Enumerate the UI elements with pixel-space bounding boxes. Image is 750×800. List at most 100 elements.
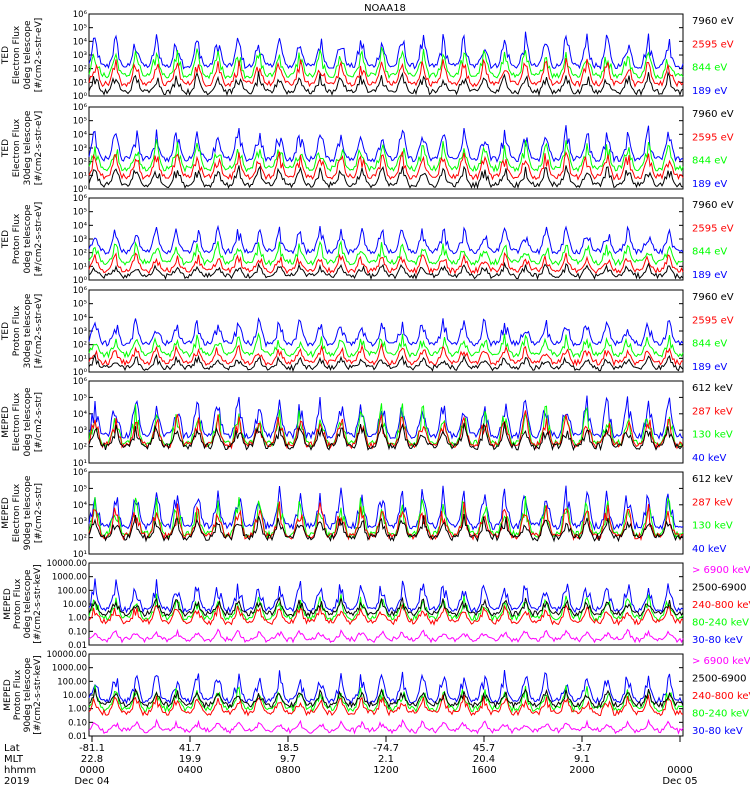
legend-entry: 189 eV: [692, 179, 727, 190]
series-line-189-ev: [88, 31, 684, 70]
panel-meped-p-0: 0.01 0.10 1.00 10.00 100.00 1000.00 10000.00 ME…: [3, 559, 750, 651]
y-axis-label: Electron Flux: [12, 118, 22, 177]
series-line-240-800-kev: [88, 694, 684, 717]
legend-entry: 40 keV: [692, 544, 726, 555]
y-tick-label: 10⁰: [73, 185, 88, 195]
legend-entry: 2595 eV: [692, 39, 734, 50]
legend-entry: 80-240 keV: [692, 618, 749, 629]
y-tick-label: 10³: [73, 51, 87, 61]
y-axis-label: MEPED: [3, 588, 13, 620]
legend-entry: 844 eV: [692, 156, 727, 167]
series-line-40-kev: [88, 395, 684, 440]
y-axis-label: 30deg telescope: [23, 293, 33, 368]
series-line-30-80-kev: [88, 578, 684, 614]
y-axis-label: TED: [1, 322, 11, 341]
y-tick-label: 10⁵: [73, 117, 87, 127]
x-tick-label: 0400: [177, 765, 202, 776]
legend-entry: 2595 eV: [692, 132, 734, 143]
x-tick-label: 0800: [275, 765, 300, 776]
y-axis-label: [#/cm2-s-str-eV]: [34, 111, 44, 186]
y-tick-label: 1.00: [68, 614, 87, 624]
y-tick-label: 0.10: [68, 627, 87, 637]
y-tick-label: 10⁶: [73, 468, 88, 478]
y-axis-label: Electron Flux: [12, 392, 22, 451]
legend-entry: 844 eV: [692, 339, 727, 350]
y-tick-label: 10⁵: [73, 484, 87, 494]
y-tick-label: 100.00: [57, 677, 87, 687]
y-tick-label: 1000.00: [52, 664, 87, 674]
x-tick-label: 0000: [79, 765, 104, 776]
series-line-2595-ev: [88, 58, 684, 88]
x-tick-label: -3.7: [572, 743, 592, 754]
series-line-2500-6900: [88, 596, 684, 618]
legend-entry: 30-80 keV: [692, 635, 743, 646]
y-axis-label: [#/cm2-s-str-eV]: [34, 294, 44, 369]
x-tick-label: 19.9: [179, 754, 201, 765]
series-line-2595-ev: [88, 252, 684, 275]
y-tick-label: 10²: [73, 534, 87, 544]
legend-entry: > 6900 keV: [692, 656, 750, 667]
x-tick-label: 18.5: [277, 743, 299, 754]
y-axis-label: 0deg telescope: [23, 569, 33, 639]
y-axis-label: [#/cm2-s-str]: [34, 392, 44, 452]
y-tick-label: 10⁵: [73, 300, 87, 310]
x-tick-label: Dec 05: [662, 776, 697, 787]
legend-entry: 189 eV: [692, 362, 727, 373]
figure-title: NOAA18: [364, 3, 406, 14]
y-tick-label: 10¹: [73, 354, 87, 364]
series-line-612-kev: [88, 422, 684, 452]
y-tick-label: 10³: [73, 144, 87, 154]
x-tick-label: 1600: [471, 765, 496, 776]
y-tick-label: 10.00: [63, 691, 87, 701]
y-tick-label: 10³: [73, 517, 87, 527]
x-tick-label: 2000: [569, 765, 594, 776]
y-tick-label: 10⁰: [73, 368, 88, 378]
y-tick-label: 10⁵: [73, 208, 87, 218]
series-line-189-ev: [88, 224, 684, 256]
y-axis-label: TED: [1, 46, 11, 65]
panel-ted-p-0: 10⁰ 10¹ 10² 10³ 10⁴ 10⁵ 10⁶ TED Proton Flux 0deg …: [1, 194, 734, 286]
legend-entry: > 6900 keV: [692, 565, 750, 576]
legend-entry: 2595 eV: [692, 223, 734, 234]
y-axis-label: MEPED: [1, 406, 11, 438]
y-tick-label: 10³: [73, 235, 87, 245]
y-tick-label: 10⁵: [73, 24, 87, 34]
x-tick-label: -81.1: [79, 743, 105, 754]
legend-entry: 130 keV: [692, 521, 733, 532]
y-tick-label: 10³: [73, 327, 87, 337]
y-tick-label: 10⁶: [73, 103, 88, 113]
series-line-7960-ev: [88, 165, 684, 190]
x-tick-label: 20.4: [473, 754, 495, 765]
series-line-844-ev: [88, 139, 684, 173]
series-line-30-80-kev: [88, 670, 684, 705]
x-tick-label: 22.8: [81, 754, 103, 765]
legend-entry: 189 eV: [692, 86, 727, 97]
legend-entry: 240-800 keV: [692, 600, 750, 611]
y-tick-label: 10⁴: [73, 501, 88, 511]
series-line--6900-kev: [88, 628, 684, 644]
series-line-844-ev: [88, 239, 684, 267]
y-tick-label: 10²: [73, 65, 87, 75]
y-tick-label: 10²: [73, 158, 87, 168]
legend-entry: 2595 eV: [692, 315, 734, 326]
legend-entry: 287 keV: [692, 497, 733, 508]
series-line-40-kev: [88, 485, 684, 531]
y-axis-label: MEPED: [1, 497, 11, 529]
legend-entry: 844 eV: [692, 63, 727, 74]
panel-ted-e-30: 10⁰ 10¹ 10² 10³ 10⁴ 10⁵ 10⁶ TED Electron Flux 30d…: [1, 103, 734, 195]
y-axis-label: [#/cm2-s-str-keV]: [33, 655, 43, 734]
panel-meped-p-90: 0.01 0.10 1.00 10.00 100.00 1000.00 10000.00 ME…: [3, 650, 750, 742]
series-line-189-ev: [88, 125, 684, 164]
y-tick-label: 1000.00: [52, 573, 87, 583]
y-tick-label: 10¹: [73, 171, 87, 181]
y-tick-label: 10000.00: [46, 559, 87, 569]
y-axis-label: 30deg telescope: [23, 110, 33, 185]
y-axis-label: Proton Flux: [13, 578, 23, 629]
y-axis-label: MEPED: [3, 679, 13, 711]
legend-entry: 40 keV: [692, 453, 726, 464]
x-tick-label: 2.1: [378, 754, 394, 765]
y-tick-label: 10¹: [73, 459, 87, 469]
y-tick-label: 10¹: [73, 78, 87, 88]
y-axis-label: [#/cm2-s-str-eV]: [34, 202, 44, 277]
legend-entry: 2500-6900: [692, 583, 747, 594]
